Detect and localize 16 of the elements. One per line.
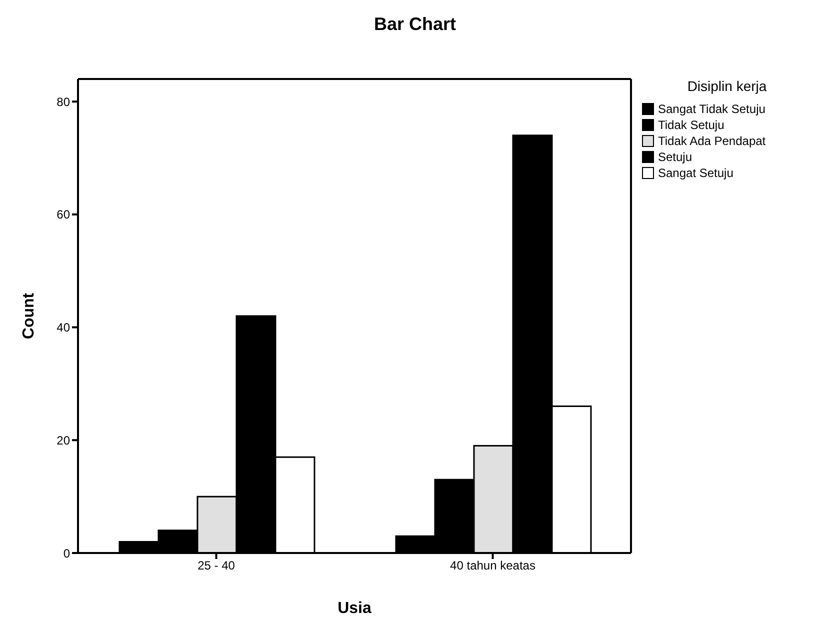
legend-title: Disiplin kerja [686,78,768,94]
legend-label: Sangat Tidak Setuju [658,102,766,116]
chart-title: Bar Chart [372,14,458,35]
y-tick-label: 80 [56,94,70,109]
x-tick-label: 25 - 40 [198,558,236,573]
x-axis-title: Usia [338,600,372,617]
y-tick-label: 60 [56,208,70,222]
legend-label: Setuju [658,150,692,164]
y-tick-label: 0 [63,546,70,560]
y-axis-title: Count [20,292,38,340]
x-tick-label: 40 tahun keatas [450,558,536,573]
legend-label: Sangat Setuju [658,166,734,180]
legend-label: Tidak Setuju [658,118,724,132]
legend-label: Tidak Ada Pendapat [658,134,766,148]
y-tick-label: 20 [56,433,70,448]
y-tick-label: 40 [56,320,70,335]
